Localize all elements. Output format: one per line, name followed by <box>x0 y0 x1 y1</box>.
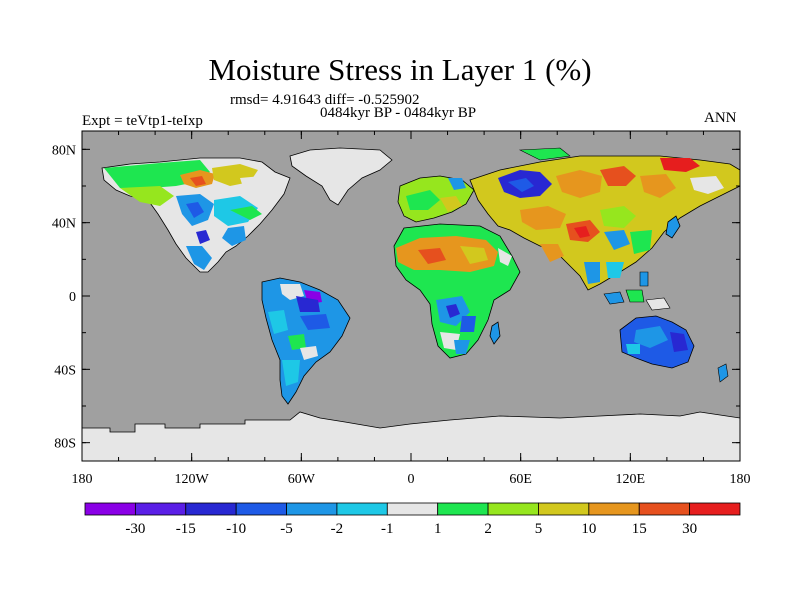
colorbar-swatch <box>84 502 136 516</box>
antarctica <box>82 411 740 461</box>
season-label: ANN <box>704 110 737 126</box>
europe <box>397 175 475 223</box>
y-tick-label: 80S <box>54 437 76 452</box>
y-tick-label: 80N <box>52 143 76 158</box>
stats-text: rmsd= 4.91643 diff= -0.525902 <box>230 92 420 108</box>
colorbar-swatch <box>689 502 741 516</box>
colorbar-swatch <box>538 502 590 516</box>
x-tick-label: 120W <box>175 472 210 487</box>
y-tick-label: 0 <box>69 290 76 305</box>
colorbar-label: -10 <box>226 521 246 537</box>
colorbar-label: 30 <box>682 521 697 537</box>
japan <box>665 215 681 239</box>
x-tick-label: 60W <box>288 472 316 487</box>
colorbar-label: 1 <box>434 521 442 537</box>
se-asia-islands <box>603 271 671 311</box>
colorbar-label: -15 <box>176 521 196 537</box>
colorbar-label: 15 <box>632 521 647 537</box>
arctic-islands <box>518 147 571 161</box>
south-america <box>261 277 351 405</box>
colorbar-swatch <box>286 502 338 516</box>
tick-marks <box>81 131 741 461</box>
x-tick-label: 180 <box>72 472 93 487</box>
colorbar-swatch <box>185 502 237 516</box>
colorbar-label: 2 <box>484 521 492 537</box>
north-america <box>101 157 291 273</box>
colorbar-label: -1 <box>381 521 394 537</box>
experiment-label: Expt = teVtp1-teIxp <box>82 113 203 129</box>
y-tick-label: 40S <box>54 363 76 378</box>
colorbar-swatch <box>386 502 439 516</box>
colorbar-swatch <box>638 502 691 516</box>
new-zealand <box>717 363 729 383</box>
tick-labels: 180 120W 60W 0 60E 120E 180 80N 40N 0 40S 80S <box>52 143 751 487</box>
period-text: 0484kyr BP - 0484kyr BP <box>320 105 477 121</box>
madagascar <box>489 321 501 345</box>
x-tick-label: 0 <box>408 472 415 487</box>
colorbar-swatch <box>336 502 388 516</box>
colorbar-label: -5 <box>280 521 293 537</box>
colorbar-label: 5 <box>535 521 543 537</box>
x-tick-label: 120E <box>616 472 646 487</box>
colorbar-swatch <box>437 502 489 516</box>
asia <box>469 155 740 291</box>
colorbar-swatch <box>487 502 539 516</box>
colorbar-label: -30 <box>125 521 145 537</box>
greenland <box>289 147 393 206</box>
colorbar-label: 10 <box>581 521 596 537</box>
x-tick-label: 180 <box>730 472 751 487</box>
colorbar-label: -2 <box>331 521 344 537</box>
colorbar-swatch <box>235 502 287 516</box>
colorbar-swatch <box>134 502 187 516</box>
australia <box>619 315 695 369</box>
y-tick-label: 40N <box>52 217 76 232</box>
africa <box>393 223 521 359</box>
colorbar: -30 -15 -10 -5 -2 -1 1 2 5 10 15 30 <box>84 502 741 537</box>
colorbar-swatch <box>588 502 640 516</box>
map-title: Moisture Stress in Layer 1 (%) <box>208 52 592 87</box>
x-tick-label: 60E <box>509 472 532 487</box>
